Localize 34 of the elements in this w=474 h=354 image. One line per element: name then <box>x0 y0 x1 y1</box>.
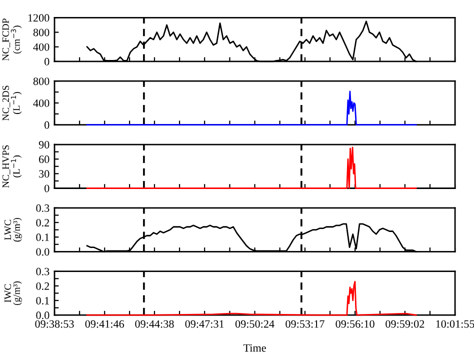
y-tick-label: 0.0 <box>36 312 50 320</box>
y-axis-title: LWC (g/m³) <box>4 218 22 242</box>
y-tick-label: 30 <box>39 170 50 178</box>
x-tick-label: 09:44:38 <box>135 320 174 328</box>
x-tick-label: 09:47:31 <box>185 320 224 328</box>
y-tick-label: 0 <box>44 58 50 66</box>
y-tick-label: 400 <box>33 43 50 51</box>
y-tick-label: 800 <box>33 78 50 86</box>
y-axis-title: NC_2DS (L$^{−1}$) <box>2 86 22 121</box>
y-axis-title: NC_HVPS (L$^{−1}$) <box>2 145 22 188</box>
y-axis-title: IWC (g/m³) <box>4 281 22 306</box>
y-tick-label: 1200 <box>28 14 50 22</box>
x-tick-label: 10:01:55 <box>436 320 474 328</box>
y-axis-title: NC_FCDP (cm$^{−3}$) <box>2 18 22 61</box>
y-tick-label: 0 <box>44 121 50 129</box>
y-tick-label: 0.2 <box>36 218 50 227</box>
y-tick-label: 0.2 <box>36 282 50 290</box>
x-tick-label: 09:59:02 <box>386 320 424 328</box>
x-tick-label: 09:38:53 <box>35 320 74 328</box>
x-axis-title: Time <box>243 344 266 352</box>
y-tick-label: 800 <box>33 28 50 36</box>
x-tick-label: 09:41:46 <box>85 320 124 328</box>
y-tick-label: 0.1 <box>36 234 49 242</box>
x-tick-label: 09:56:10 <box>336 320 374 328</box>
y-tick-label: 0.0 <box>36 248 50 256</box>
x-tick-label: 09:50:24 <box>235 320 274 328</box>
y-tick-label: 60 <box>39 156 50 164</box>
y-tick-label: 0.3 <box>36 204 50 212</box>
y-tick-label: 0.3 <box>36 268 50 276</box>
y-tick-label: 90 <box>38 140 50 148</box>
y-tick-label: 400 <box>33 99 50 107</box>
x-tick-label: 09:53:17 <box>286 320 324 328</box>
y-tick-label: 0 <box>44 184 50 192</box>
y-tick-label: 0.1 <box>36 296 49 304</box>
